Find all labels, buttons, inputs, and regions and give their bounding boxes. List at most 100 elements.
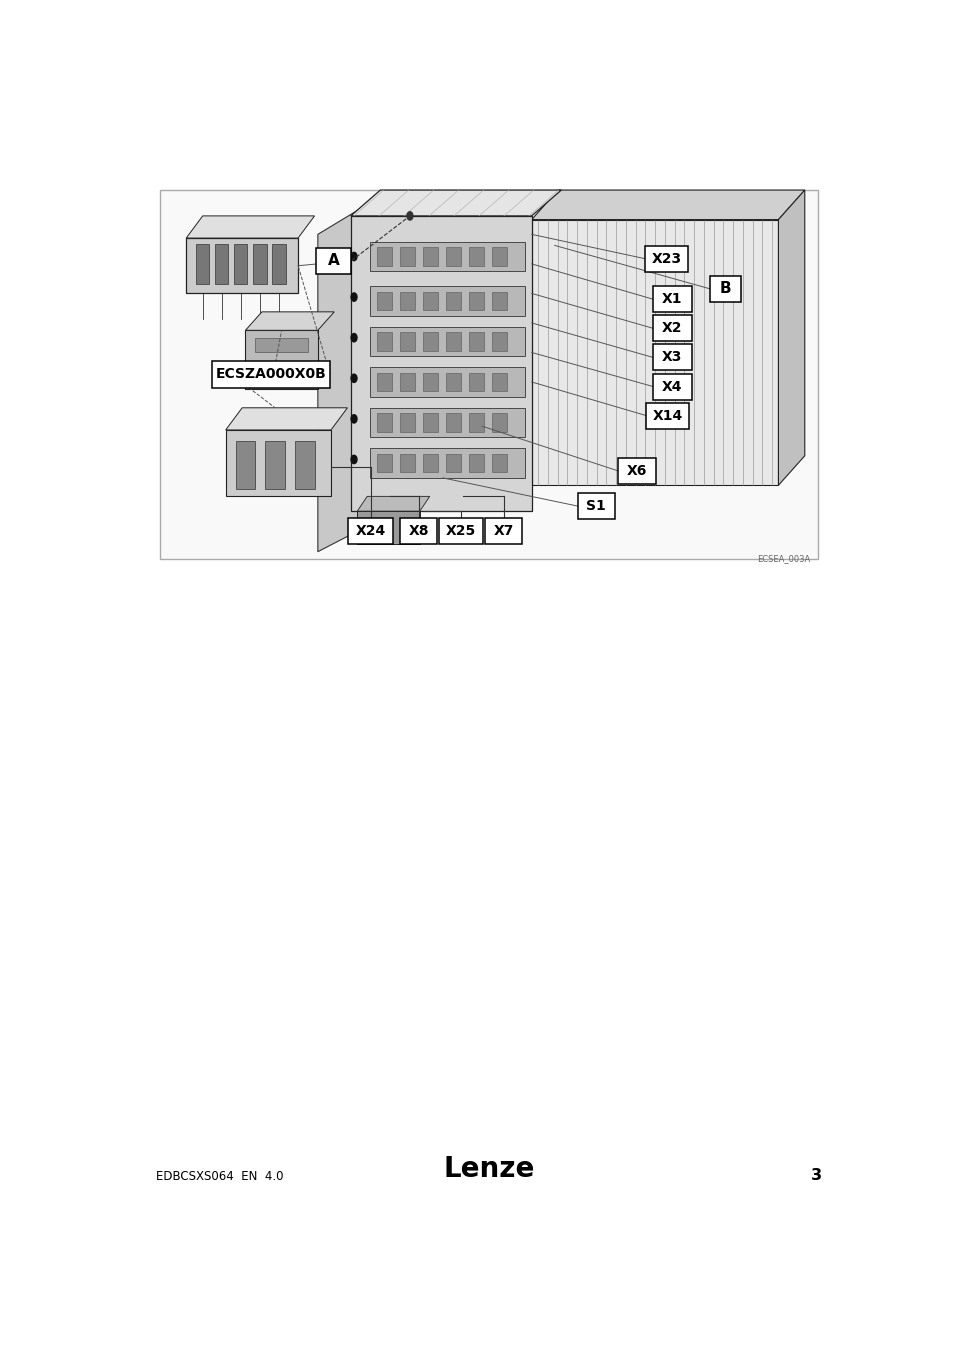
Bar [617,458,656,483]
Polygon shape [245,331,317,389]
Bar [438,518,482,544]
Text: EDBCSXS064  EN  4.0: EDBCSXS064 EN 4.0 [156,1170,283,1183]
Text: X24: X24 [355,524,385,539]
Polygon shape [469,292,483,311]
Text: X25: X25 [445,524,476,539]
Polygon shape [255,363,308,378]
Polygon shape [351,216,531,512]
Polygon shape [469,373,483,391]
Polygon shape [294,441,314,489]
Polygon shape [531,220,778,485]
Polygon shape [399,292,415,311]
Polygon shape [357,497,429,512]
Bar [577,493,614,518]
Polygon shape [469,413,483,432]
Polygon shape [245,312,334,331]
Polygon shape [446,292,460,311]
Circle shape [351,414,356,423]
Polygon shape [376,247,391,266]
Text: B: B [719,281,731,296]
Polygon shape [446,332,460,351]
Circle shape [407,212,413,220]
Polygon shape [226,408,347,429]
Polygon shape [778,190,804,485]
Polygon shape [370,242,524,271]
Polygon shape [399,373,415,391]
Polygon shape [423,332,437,351]
Text: Lenze: Lenze [443,1154,534,1183]
Bar [400,518,436,544]
Bar [653,344,691,370]
Polygon shape [376,292,391,311]
Polygon shape [492,373,506,391]
Polygon shape [370,367,524,397]
Circle shape [351,455,356,463]
Polygon shape [253,243,266,284]
Polygon shape [273,243,285,284]
Text: X2: X2 [661,321,681,335]
Text: ECSEA_003A: ECSEA_003A [757,554,810,563]
Polygon shape [235,441,255,489]
Polygon shape [531,190,804,220]
Polygon shape [370,408,524,437]
Polygon shape [492,454,506,472]
Text: X1: X1 [661,292,681,306]
Polygon shape [376,373,391,391]
Polygon shape [423,373,437,391]
Circle shape [351,374,356,382]
Text: X14: X14 [652,409,682,423]
Polygon shape [370,327,524,356]
Text: ECSZA000X0B: ECSZA000X0B [215,367,326,381]
Text: A: A [328,254,339,269]
Polygon shape [469,454,483,472]
Polygon shape [492,292,506,311]
Bar [644,246,687,271]
Polygon shape [469,332,483,351]
Text: X4: X4 [661,379,681,394]
Polygon shape [376,454,391,472]
Polygon shape [186,216,314,238]
Polygon shape [234,243,247,284]
Text: X23: X23 [651,251,680,266]
Bar [653,374,691,400]
Polygon shape [399,413,415,432]
Polygon shape [469,247,483,266]
Polygon shape [370,448,524,478]
Polygon shape [376,332,391,351]
Polygon shape [492,332,506,351]
Text: X7: X7 [493,524,514,539]
Polygon shape [423,413,437,432]
Polygon shape [492,247,506,266]
Bar [653,286,691,312]
Text: X8: X8 [408,524,429,539]
Text: 3: 3 [810,1168,821,1183]
Polygon shape [215,243,228,284]
Polygon shape [399,247,415,266]
Bar [348,518,393,544]
Polygon shape [423,454,437,472]
Polygon shape [255,338,308,352]
Bar [653,316,691,342]
Polygon shape [446,247,460,266]
Polygon shape [423,292,437,311]
Polygon shape [399,454,415,472]
Circle shape [351,293,356,301]
Bar [160,190,817,559]
Bar [646,402,689,429]
Polygon shape [446,413,460,432]
Polygon shape [226,429,331,497]
Polygon shape [370,286,524,316]
Polygon shape [446,454,460,472]
Bar [709,275,740,302]
Polygon shape [492,413,506,432]
Bar [212,360,330,387]
Polygon shape [351,190,560,216]
Circle shape [351,333,356,342]
Polygon shape [317,208,360,552]
Polygon shape [186,238,297,293]
Polygon shape [376,413,391,432]
Circle shape [351,252,356,261]
Text: X6: X6 [626,464,646,478]
Text: X3: X3 [661,351,681,364]
Polygon shape [446,373,460,391]
